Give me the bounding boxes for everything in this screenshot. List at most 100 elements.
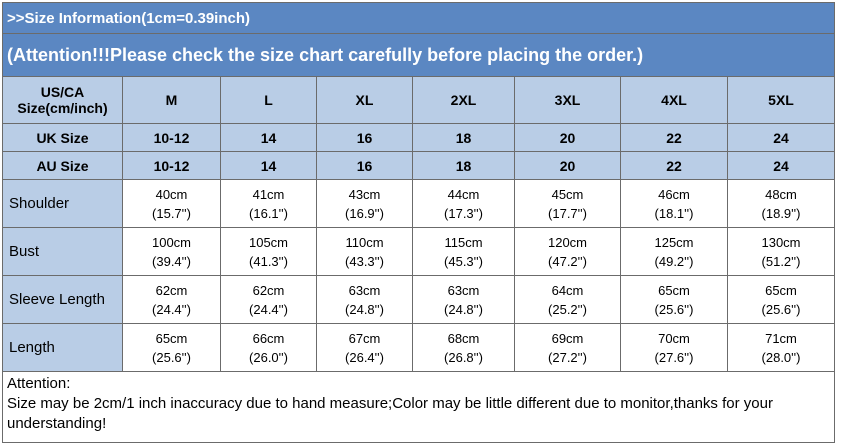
- row-label: Length: [2, 323, 123, 372]
- measure-cell: 67cm (26.4''): [316, 323, 413, 372]
- inch-value: (24.4''): [249, 301, 288, 317]
- size-cell: 18: [412, 123, 515, 152]
- cm-value: 63cm: [348, 282, 381, 298]
- inch-value: (27.2''): [548, 349, 587, 365]
- inch-value: (18.9''): [761, 205, 801, 221]
- inch-value: (43.3''): [345, 253, 384, 269]
- row-label: AU Size: [2, 151, 123, 180]
- cm-value: 69cm: [551, 330, 584, 346]
- footer-heading: Attention:: [7, 375, 71, 392]
- inch-value: (26.8''): [444, 349, 483, 365]
- measure-cell: 110cm (43.3''): [316, 227, 413, 276]
- column-header: US/CA Size(cm/inch): [2, 76, 123, 124]
- inch-value: (26.0''): [249, 349, 288, 365]
- inch-value: (25.6''): [152, 349, 191, 365]
- size-cell: 22: [620, 151, 728, 180]
- cm-value: 62cm: [252, 282, 285, 298]
- measure-cell: 48cm (18.9''): [727, 179, 835, 228]
- size-cell: 20: [514, 151, 621, 180]
- measure-row: Shoulder 40cm (15.7'') 41cm (16.1'') 43cm (16.…: [2, 179, 835, 228]
- measure-cell: 65cm (25.6''): [727, 275, 835, 324]
- footer-row: Attention: Size may be 2cm/1 inch inaccur…: [2, 371, 835, 443]
- size-chart: >>Size Information(1cm=0.39inch) (Attent…: [2, 2, 835, 443]
- column-header: 2XL: [412, 76, 515, 124]
- inch-value: (24.8''): [345, 301, 384, 317]
- size-cell: 18: [412, 151, 515, 180]
- column-header: M: [122, 76, 221, 124]
- inch-value: (51.2''): [761, 253, 801, 269]
- column-header: 3XL: [514, 76, 621, 124]
- footer-note: Attention: Size may be 2cm/1 inch inaccur…: [2, 371, 835, 443]
- cm-value: 46cm: [658, 186, 690, 202]
- size-cell: 16: [316, 151, 413, 180]
- cm-value: 40cm: [155, 186, 188, 202]
- measure-row: Bust 100cm (39.4'') 105cm (41.3'') 110cm (43.3…: [2, 227, 835, 276]
- measure-cell: 120cm (47.2''): [514, 227, 621, 276]
- measure-cell: 115cm (45.3''): [412, 227, 515, 276]
- inch-value: (45.3''): [444, 253, 483, 269]
- measure-cell: 44cm (17.3''): [412, 179, 515, 228]
- row-label: Sleeve Length: [2, 275, 123, 324]
- size-cell: 14: [220, 151, 317, 180]
- size-cell: 22: [620, 123, 728, 152]
- measure-cell: 64cm (25.2''): [514, 275, 621, 324]
- size-cell: 20: [514, 123, 621, 152]
- cm-value: 67cm: [348, 330, 381, 346]
- inch-value: (47.2''): [548, 253, 587, 269]
- size-row: UK Size 10-12 14 16 18 20 22 24: [2, 123, 835, 152]
- column-header: 5XL: [727, 76, 835, 124]
- cm-value: 48cm: [765, 186, 797, 202]
- measure-cell: 100cm (39.4''): [122, 227, 221, 276]
- inch-value: (17.7''): [548, 205, 587, 221]
- measure-cell: 63cm (24.8''): [316, 275, 413, 324]
- column-header: XL: [316, 76, 413, 124]
- measure-cell: 66cm (26.0''): [220, 323, 317, 372]
- measure-cell: 71cm (28.0''): [727, 323, 835, 372]
- cm-value: 130cm: [761, 234, 801, 250]
- cm-value: 65cm: [658, 282, 690, 298]
- row-label: UK Size: [2, 123, 123, 152]
- inch-value: (41.3''): [249, 253, 288, 269]
- cm-value: 71cm: [765, 330, 797, 346]
- inch-value: (18.1''): [654, 205, 694, 221]
- cm-value: 64cm: [551, 282, 584, 298]
- inch-value: (16.1''): [249, 205, 288, 221]
- measure-cell: 41cm (16.1''): [220, 179, 317, 228]
- size-cell: 16: [316, 123, 413, 152]
- size-row: AU Size 10-12 14 16 18 20 22 24: [2, 151, 835, 180]
- cm-value: 110cm: [345, 234, 384, 250]
- measure-cell: 125cm (49.2''): [620, 227, 728, 276]
- cm-value: 65cm: [765, 282, 797, 298]
- inch-value: (24.4''): [152, 301, 191, 317]
- measure-cell: 65cm (25.6''): [122, 323, 221, 372]
- size-cell: 10-12: [122, 151, 221, 180]
- inch-value: (49.2''): [654, 253, 694, 269]
- cm-value: 115cm: [444, 234, 483, 250]
- inch-value: (25.2''): [548, 301, 587, 317]
- cm-value: 125cm: [654, 234, 694, 250]
- size-cell: 10-12: [122, 123, 221, 152]
- inch-value: (26.4''): [345, 349, 384, 365]
- inch-value: (24.8''): [444, 301, 483, 317]
- inch-value: (17.3''): [444, 205, 483, 221]
- cm-value: 68cm: [447, 330, 480, 346]
- cm-value: 66cm: [252, 330, 285, 346]
- row-label: Shoulder: [2, 179, 123, 228]
- title: >>Size Information(1cm=0.39inch): [2, 2, 835, 34]
- column-header: L: [220, 76, 317, 124]
- measure-row: Length 65cm (25.6'') 66cm (26.0'') 67cm (26.4'…: [2, 323, 835, 372]
- attention-banner: (Attention!!!Please check the size chart…: [2, 33, 835, 77]
- measure-row: Sleeve Length 62cm (24.4'') 62cm (24.4'') 63c…: [2, 275, 835, 324]
- measure-cell: 130cm (51.2''): [727, 227, 835, 276]
- cm-value: 43cm: [348, 186, 381, 202]
- cm-value: 63cm: [447, 282, 480, 298]
- row-label: Bust: [2, 227, 123, 276]
- cm-value: 120cm: [547, 234, 588, 250]
- measure-cell: 62cm (24.4''): [122, 275, 221, 324]
- inch-value: (39.4''): [152, 253, 191, 269]
- cm-value: 70cm: [658, 330, 690, 346]
- measure-cell: 45cm (17.7''): [514, 179, 621, 228]
- measure-cell: 68cm (26.8''): [412, 323, 515, 372]
- measure-cell: 63cm (24.8''): [412, 275, 515, 324]
- measure-cell: 40cm (15.7''): [122, 179, 221, 228]
